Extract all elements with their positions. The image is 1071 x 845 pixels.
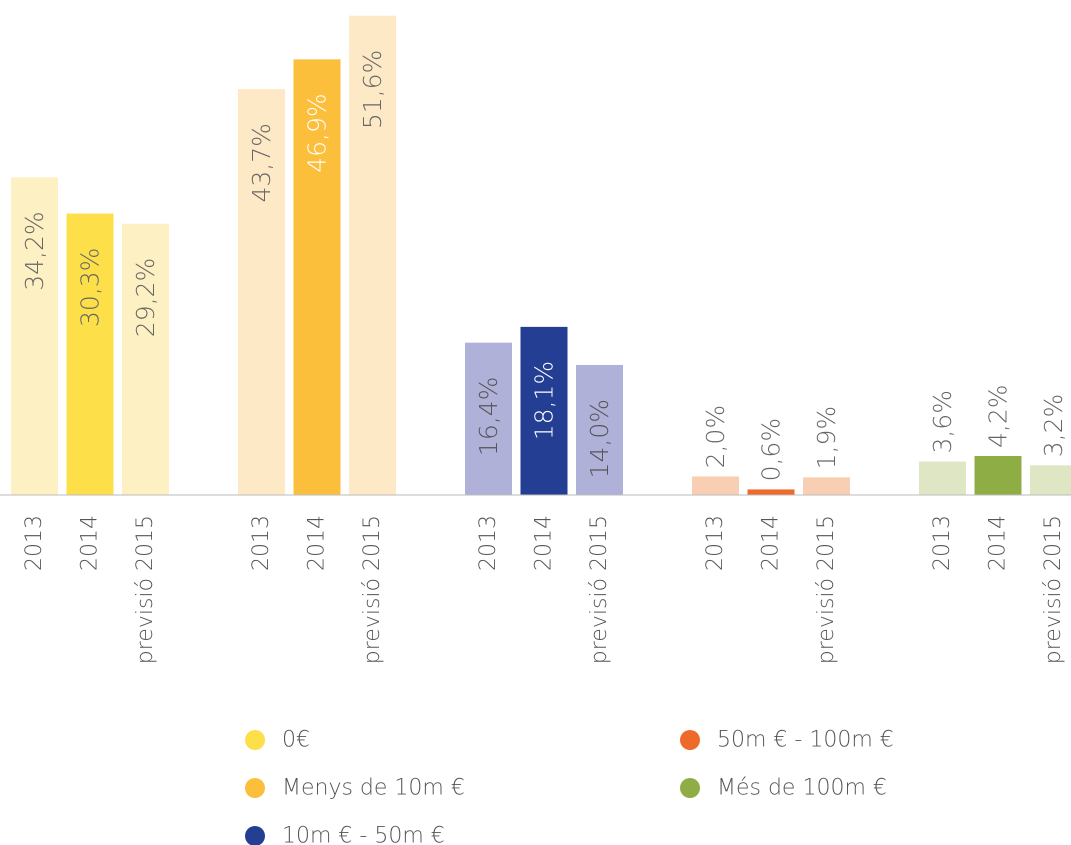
- bar: [919, 461, 966, 495]
- x-tick-label: previsió 2015: [587, 515, 612, 664]
- bar: [349, 15, 396, 495]
- bar: [974, 455, 1022, 495]
- value-label: 14,0%: [585, 399, 614, 478]
- value-label: 3,6%: [928, 390, 957, 454]
- legend-label: 0€: [282, 728, 310, 753]
- x-tick-label: previsió 2015: [133, 515, 158, 664]
- value-label: 18,1%: [530, 361, 559, 440]
- legend-marker: [245, 730, 265, 750]
- bar: [122, 223, 169, 495]
- value-label: 43,7%: [247, 123, 276, 202]
- bar: [238, 89, 285, 495]
- value-label: 16,4%: [474, 377, 503, 456]
- value-label: 29,2%: [131, 258, 160, 337]
- value-label: 3,2%: [1039, 394, 1068, 458]
- x-tick-label: 2014: [78, 515, 103, 571]
- legend-label: 10m € - 50m €: [282, 824, 445, 845]
- value-label: 30,3%: [76, 248, 105, 327]
- legend-label: 50m € - 100m €: [717, 728, 894, 753]
- x-tick-label: 2014: [986, 515, 1011, 571]
- value-label: 46,9%: [303, 93, 332, 172]
- legend-marker: [245, 778, 265, 798]
- bar: [1030, 465, 1071, 495]
- value-label: 4,2%: [984, 384, 1013, 448]
- legend-marker: [680, 730, 700, 750]
- x-tick-label: 2013: [476, 515, 501, 571]
- x-tick-label: previsió 2015: [814, 515, 839, 664]
- x-tick-label: 2013: [22, 515, 47, 571]
- legend-marker: [680, 778, 700, 798]
- bar: [293, 59, 341, 495]
- x-tick-label: 2013: [930, 515, 955, 571]
- bar: [576, 364, 623, 495]
- x-tick-label: 2014: [759, 515, 784, 571]
- x-tick-label: previsió 2015: [1041, 515, 1066, 664]
- x-tick-label: 2013: [703, 515, 728, 571]
- bar: [520, 326, 568, 495]
- value-label: 34,2%: [20, 211, 49, 290]
- x-tick-label: 2014: [532, 515, 557, 571]
- x-tick-label: 2014: [305, 515, 330, 571]
- legend-marker: [245, 826, 265, 845]
- legend-label: Menys de 10m €: [282, 776, 465, 801]
- bar: [11, 177, 58, 496]
- bar: [692, 476, 739, 495]
- bar: [747, 489, 795, 495]
- value-label: 51,6%: [358, 50, 387, 129]
- bar: [803, 477, 850, 495]
- x-tick-label: previsió 2015: [360, 515, 385, 664]
- value-label: 2,0%: [701, 405, 730, 469]
- x-tick-label: 2013: [249, 515, 274, 571]
- value-label: 0,6%: [757, 418, 786, 482]
- bar: [465, 342, 512, 495]
- bar: [66, 213, 114, 495]
- value-label: 1,9%: [812, 406, 841, 470]
- legend-label: Més de 100m €: [717, 776, 887, 801]
